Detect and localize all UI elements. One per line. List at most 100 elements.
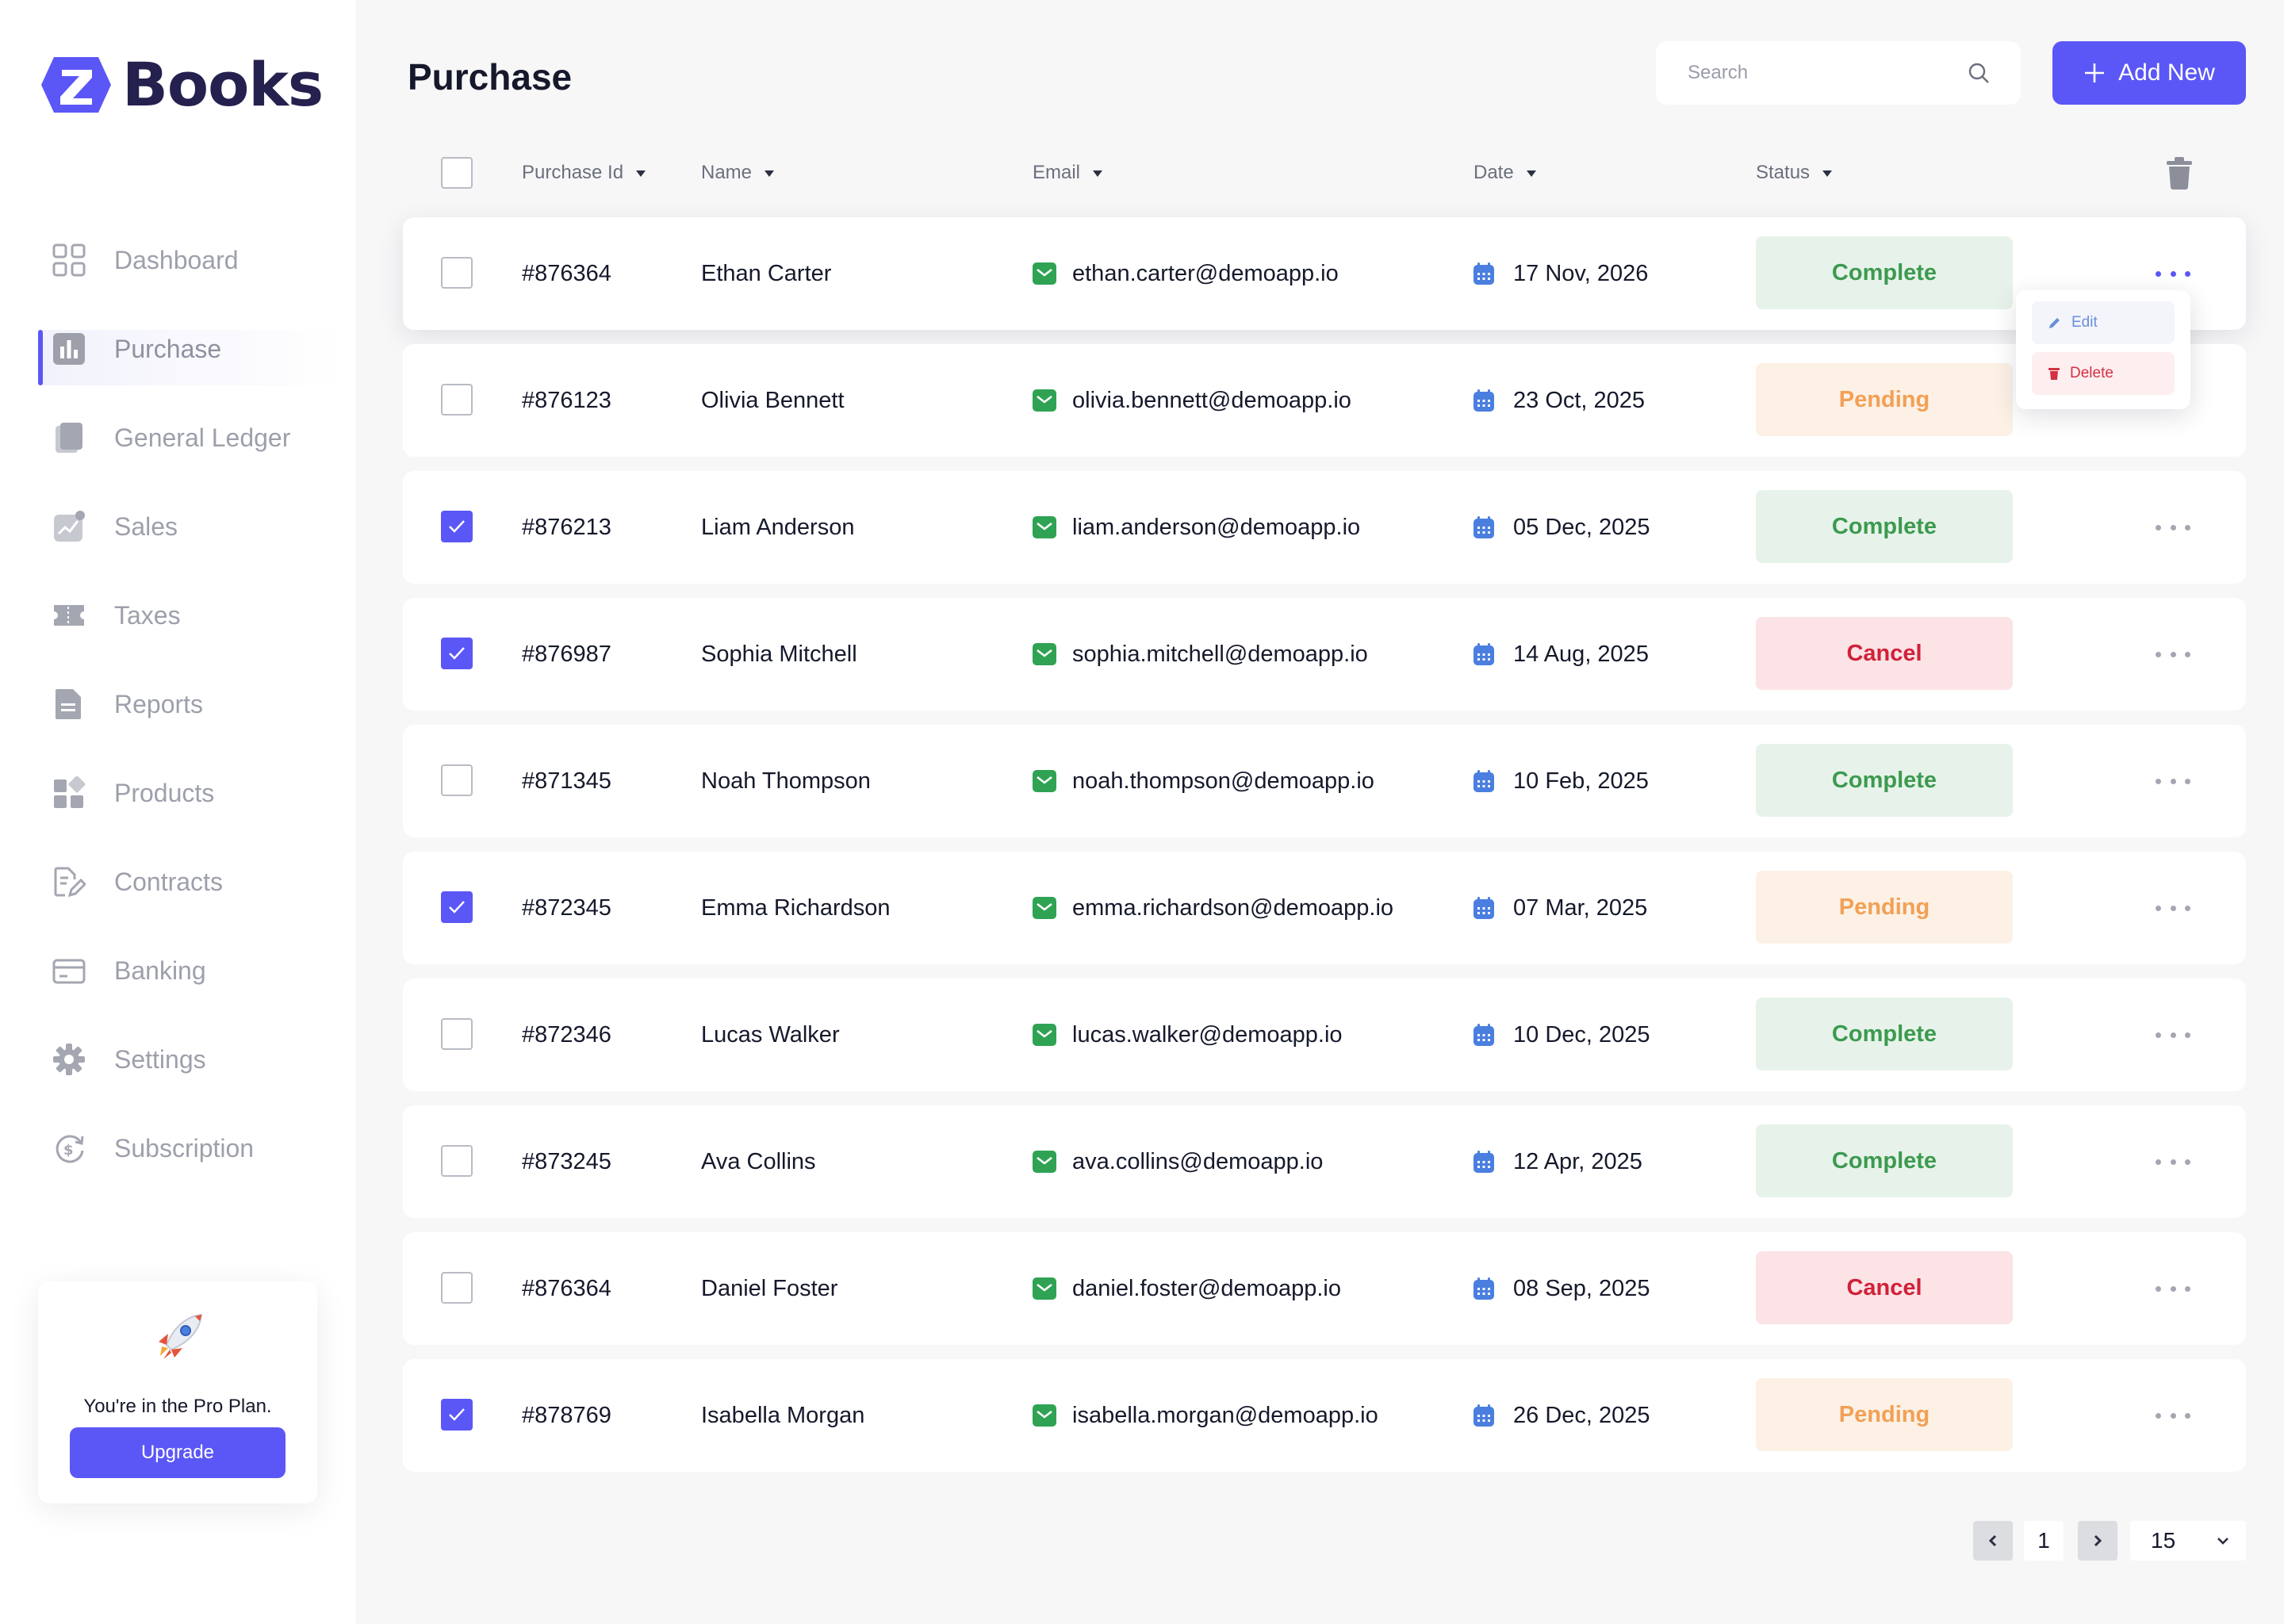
active-highlight: [43, 330, 344, 385]
page-title: Purchase: [408, 56, 573, 98]
sidebar-item-dashboard[interactable]: Dashboard: [0, 216, 355, 304]
sidebar-item-reports[interactable]: Reports: [0, 660, 355, 749]
table-header: Purchase Id Name Email Date Status: [403, 147, 2246, 198]
calendar-icon: [1473, 516, 1494, 538]
sidebar-item-taxes[interactable]: Taxes: [0, 571, 355, 660]
current-page[interactable]: 1: [2024, 1521, 2064, 1561]
sidebar: Books Dashboard Purchase: [0, 0, 355, 1624]
more-options-icon[interactable]: [2156, 642, 2190, 666]
more-options-icon[interactable]: [2156, 769, 2190, 793]
chevron-right-icon: [2094, 1534, 2102, 1547]
date-text: 10 Feb, 2025: [1513, 768, 1649, 794]
table-row: #876987 Sophia Mitchell sophia.mitchell@…: [403, 598, 2246, 710]
row-checkbox[interactable]: [441, 764, 473, 796]
name-cell: Noah Thompson: [701, 768, 871, 794]
search-icon[interactable]: [1967, 61, 1991, 85]
logo-mark-icon: [41, 56, 111, 113]
date-text: 08 Sep, 2025: [1513, 1275, 1650, 1301]
row-checkbox[interactable]: [441, 1145, 473, 1177]
purchase-id-cell: #876213: [522, 514, 611, 540]
app-logo[interactable]: Books: [38, 49, 324, 120]
more-options-icon[interactable]: [2156, 1150, 2190, 1174]
column-header-purchase-id[interactable]: Purchase Id: [522, 162, 646, 184]
name-cell: Ethan Carter: [701, 260, 832, 286]
row-actions-menu: Edit Delete: [2016, 290, 2190, 409]
row-checkbox[interactable]: [441, 257, 473, 289]
gear-icon: [52, 1043, 86, 1076]
email-text: liam.anderson@demoapp.io: [1072, 514, 1361, 540]
per-page-value: 15: [2151, 1528, 2176, 1553]
column-header-status[interactable]: Status: [1756, 162, 1833, 184]
column-header-name[interactable]: Name: [701, 162, 775, 184]
delete-menu-item[interactable]: Delete: [2032, 352, 2175, 395]
name-cell: Daniel Foster: [701, 1275, 838, 1301]
select-all-checkbox[interactable]: [441, 157, 473, 189]
email-cell: isabella.morgan@demoapp.io: [1033, 1359, 1378, 1472]
more-options-icon[interactable]: [2156, 515, 2190, 539]
credit-card-icon: [52, 954, 86, 987]
sidebar-item-label: Contracts: [114, 867, 223, 896]
more-options-icon[interactable]: [2156, 1277, 2190, 1300]
trash-icon: [2048, 368, 2060, 380]
more-options-icon[interactable]: [2156, 896, 2190, 920]
row-checkbox[interactable]: [441, 1018, 473, 1050]
row-checkbox[interactable]: [441, 638, 473, 669]
sidebar-item-products[interactable]: Products: [0, 749, 355, 837]
sidebar-item-purchase[interactable]: Purchase: [0, 304, 355, 393]
upgrade-button[interactable]: Upgrade: [70, 1427, 286, 1478]
row-checkbox[interactable]: [441, 891, 473, 923]
purchase-id-cell: #873245: [522, 1148, 611, 1174]
more-options-icon[interactable]: [2156, 1023, 2190, 1047]
name-cell: Emma Richardson: [701, 894, 891, 921]
name-cell: Isabella Morgan: [701, 1402, 865, 1428]
report-icon: [52, 688, 86, 721]
email-icon: [1033, 1404, 1056, 1427]
check-icon: [449, 901, 465, 914]
row-checkbox[interactable]: [441, 1399, 473, 1431]
column-header-date[interactable]: Date: [1473, 162, 1536, 184]
search-input[interactable]: [1688, 62, 1967, 84]
sidebar-item-contracts[interactable]: Contracts: [0, 837, 355, 926]
table-row: #872346 Lucas Walker lucas.walker@demoap…: [403, 979, 2246, 1091]
next-page-button[interactable]: [2078, 1521, 2117, 1561]
date-text: 14 Aug, 2025: [1513, 641, 1649, 667]
edit-menu-item[interactable]: Edit: [2032, 301, 2175, 344]
trash-icon[interactable]: [2163, 155, 2195, 190]
search-box[interactable]: [1656, 41, 2021, 105]
sidebar-item-label: Dashboard: [114, 245, 239, 274]
status-badge: Complete: [1756, 490, 2013, 563]
date-cell: 12 Apr, 2025: [1473, 1105, 1642, 1218]
ticket-icon: [52, 599, 86, 632]
status-badge: Cancel: [1756, 617, 2013, 690]
date-text: 10 Dec, 2025: [1513, 1021, 1650, 1048]
sidebar-item-banking[interactable]: Banking: [0, 926, 355, 1015]
row-checkbox[interactable]: [441, 1272, 473, 1304]
purchase-id-cell: #876364: [522, 260, 611, 286]
sidebar-item-sales[interactable]: Sales: [0, 482, 355, 571]
more-options-icon[interactable]: [2156, 262, 2190, 285]
date-cell: 08 Sep, 2025: [1473, 1232, 1650, 1345]
email-icon: [1033, 389, 1056, 412]
sidebar-item-general-ledger[interactable]: General Ledger: [0, 393, 355, 482]
per-page-select[interactable]: 15: [2130, 1521, 2246, 1561]
add-new-button[interactable]: Add New: [2052, 41, 2246, 105]
name-cell: Liam Anderson: [701, 514, 855, 540]
sales-chart-icon: [52, 510, 86, 543]
row-checkbox[interactable]: [441, 384, 473, 416]
sidebar-item-settings[interactable]: Settings: [0, 1015, 355, 1104]
sidebar-item-label: Taxes: [114, 600, 181, 630]
prev-page-button[interactable]: [1973, 1521, 2013, 1561]
table-row: #871345 Noah Thompson noah.thompson@demo…: [403, 725, 2246, 837]
sidebar-item-label: Subscription: [114, 1133, 255, 1162]
table-body: #876364 Ethan Carter ethan.carter@demoap…: [403, 217, 2246, 1486]
column-header-email[interactable]: Email: [1033, 162, 1103, 184]
sidebar-item-label: Banking: [114, 956, 206, 985]
row-checkbox[interactable]: [441, 511, 473, 542]
sort-caret-icon: [636, 170, 646, 177]
more-options-icon[interactable]: [2156, 1404, 2190, 1427]
email-text: ethan.carter@demoapp.io: [1072, 260, 1339, 286]
calendar-icon: [1473, 643, 1494, 665]
sidebar-item-subscription[interactable]: $ Subscription: [0, 1104, 355, 1193]
email-icon: [1033, 262, 1056, 285]
rocket-icon: [159, 1313, 203, 1359]
